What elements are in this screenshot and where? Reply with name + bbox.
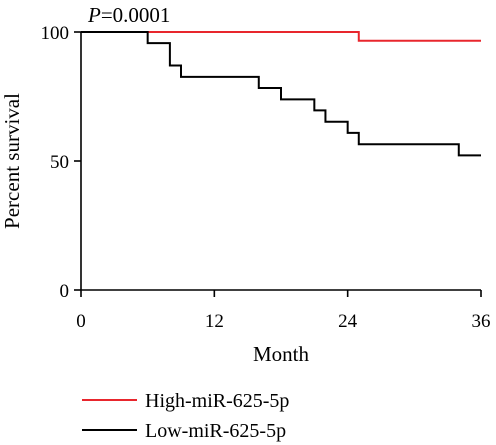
x-tick-label: 12 <box>205 311 224 332</box>
curve-low-mir-625-5p <box>81 31 481 157</box>
y-axis-label: Percent survival <box>0 93 24 229</box>
x-tick-label: 36 <box>472 311 491 332</box>
legend-label: Low-miR-625-5p <box>145 420 286 442</box>
survival-curves <box>81 31 481 157</box>
curve-high-mir-625-5p <box>81 31 481 42</box>
y-tick-label: 100 <box>41 23 70 44</box>
legend: High-miR-625-5p Low-miR-625-5p <box>82 390 289 442</box>
x-ticks: 0 12 24 36 <box>76 290 491 332</box>
x-tick-label: 0 <box>76 311 86 332</box>
y-tick-label: 0 <box>60 281 70 302</box>
x-tick-label: 24 <box>338 311 358 332</box>
p-value-annotation: P=0.0001 <box>87 3 170 27</box>
p-value-number: =0.0001 <box>101 3 171 27</box>
p-value-letter: P <box>87 3 101 27</box>
x-axis-label: Month <box>253 342 310 366</box>
legend-label: High-miR-625-5p <box>145 390 289 412</box>
y-tick-label: 50 <box>50 152 69 173</box>
y-ticks: 0 50 100 <box>41 23 81 302</box>
